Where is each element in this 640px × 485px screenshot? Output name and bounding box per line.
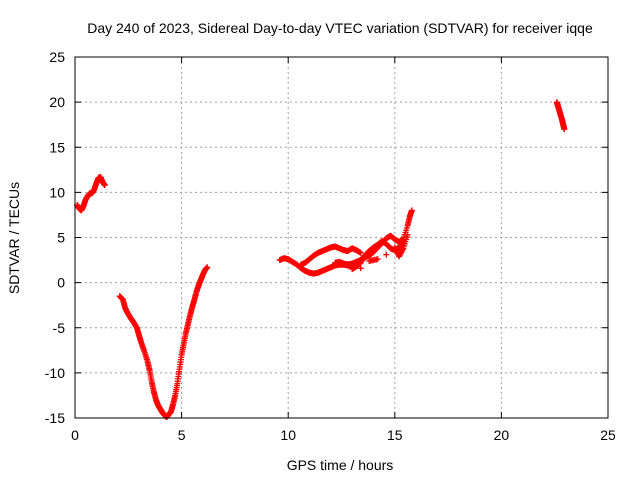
- y-tick-label: -10: [45, 365, 65, 381]
- data-point: [357, 249, 364, 256]
- x-axis-label: GPS time / hours: [287, 457, 394, 473]
- y-axis-label: SDTVAR / TECUs: [6, 182, 22, 294]
- y-tick-label: -15: [45, 410, 65, 426]
- data-point: [204, 264, 211, 271]
- y-tick-label: 10: [49, 184, 65, 200]
- data-point: [357, 265, 364, 272]
- data-point: [404, 231, 411, 238]
- axis-ticks: 0 5 10 15 20 25 -15 -10 -5 0 5 10 15 20 25: [45, 49, 616, 443]
- x-tick-label: 5: [178, 427, 186, 443]
- y-tick-label: 15: [49, 139, 65, 155]
- data-point: [408, 207, 415, 214]
- x-tick-label: 25: [600, 427, 616, 443]
- chart-title: Day 240 of 2023, Sidereal Day-to-day VTE…: [87, 20, 593, 36]
- data-point: [101, 182, 108, 189]
- y-tick-label: 20: [49, 94, 65, 110]
- data-point: [383, 251, 390, 258]
- y-tick-label: -5: [53, 320, 66, 336]
- x-tick-label: 15: [387, 427, 403, 443]
- grid: [75, 57, 608, 418]
- x-tick-label: 10: [280, 427, 296, 443]
- y-tick-label: 5: [57, 230, 65, 246]
- data-points: [74, 99, 568, 421]
- data-point: [374, 256, 381, 263]
- x-tick-label: 20: [494, 427, 510, 443]
- x-tick-label: 0: [71, 427, 79, 443]
- y-tick-label: 25: [49, 49, 65, 65]
- data-point: [561, 126, 568, 133]
- y-tick-label: 0: [57, 275, 65, 291]
